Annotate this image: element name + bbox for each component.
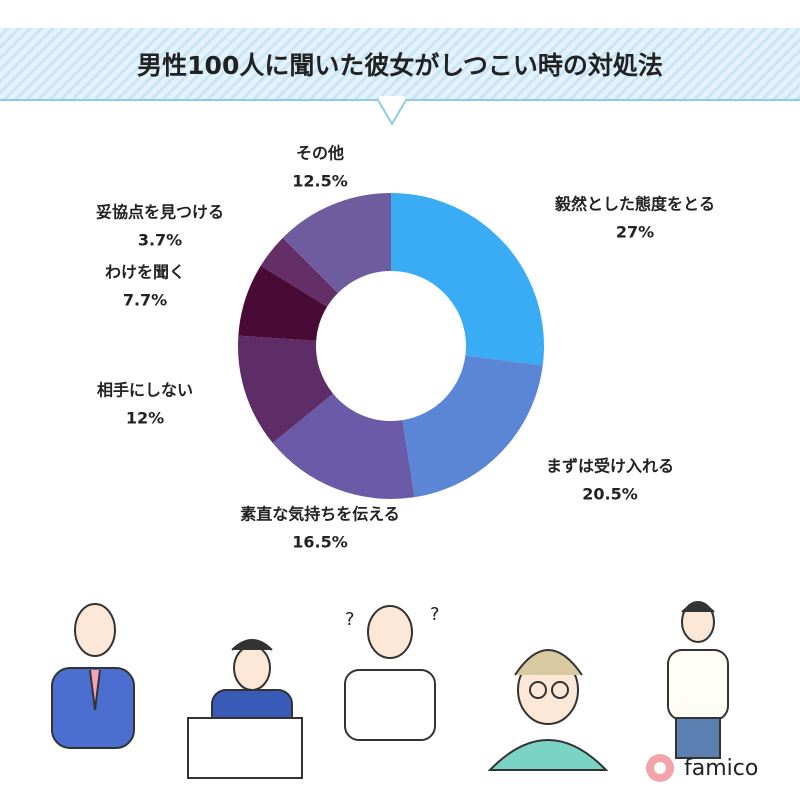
slice-value: 12.5% [292, 172, 348, 191]
header-band [0, 28, 800, 100]
slice [391, 193, 544, 366]
slice-value: 3.7% [138, 231, 182, 250]
slice-label: わけを聞く [105, 263, 185, 282]
svg-text:?: ? [345, 609, 355, 630]
slice-label: まずは受け入れる [546, 457, 674, 476]
pointer [376, 99, 408, 126]
pointer-cover [379, 96, 405, 101]
brand-name: famico [684, 756, 758, 781]
slice [272, 393, 415, 500]
slice [402, 355, 543, 498]
person-3: ? ? [344, 604, 440, 741]
brand-icon-dot [654, 762, 666, 774]
person-4 [487, 649, 609, 771]
slice-value: 12% [126, 409, 164, 428]
chart-title: 男性100人に聞いた彼女がしつこい時の対処法 [137, 51, 663, 80]
slice-value: 20.5% [582, 485, 638, 504]
slice-value: 27% [616, 223, 654, 242]
slice-value: 7.7% [123, 291, 167, 310]
svg-text:?: ? [430, 604, 440, 625]
person-1 [51, 603, 135, 749]
slice-label: 毅然とした態度をとる [554, 195, 715, 214]
person-5 [667, 601, 729, 759]
slice-label: その他 [296, 144, 344, 163]
slice [260, 237, 338, 307]
slice-label: 妥協点を見つける [96, 203, 224, 222]
slice-label: 素直な気持ちを伝える [240, 505, 400, 524]
slice [238, 265, 328, 341]
slice-label: 相手にしない [97, 381, 193, 400]
illustrations: ? ? [51, 601, 729, 779]
slice-value: 16.5% [292, 533, 348, 552]
person-2 [187, 639, 303, 779]
slice [237, 335, 334, 444]
donut [237, 193, 544, 500]
slice [282, 193, 391, 294]
